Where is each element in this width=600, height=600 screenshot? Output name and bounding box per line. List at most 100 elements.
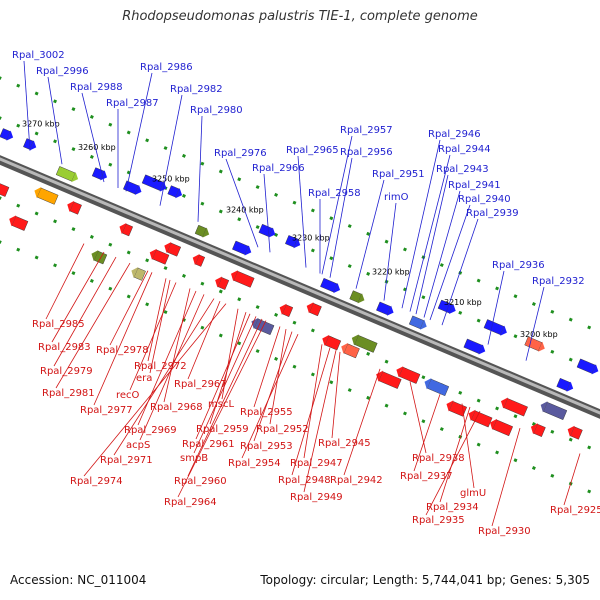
leader-line [355, 179, 385, 289]
reverse-gene-label: acpS [126, 440, 150, 451]
gene-feature [351, 334, 378, 353]
ring-guide-line [0, 196, 600, 454]
gene-feature [55, 166, 79, 183]
leader-line [415, 174, 449, 315]
leader-line [241, 333, 299, 459]
gene-feature [119, 223, 134, 237]
forward-gene-label: Rpal_2987 [106, 98, 159, 109]
gene-feature [322, 334, 342, 351]
forward-gene-label: Rpal_2939 [466, 208, 519, 219]
gene-feature [167, 185, 183, 199]
reverse-gene-label: Rpal_2974 [70, 476, 123, 487]
leader-line [225, 158, 259, 248]
leader-line [187, 318, 263, 477]
reverse-gene-label: Rpal_2934 [426, 502, 479, 513]
reverse-gene-label: Rpal_2937 [400, 471, 453, 482]
reverse-gene-label: Rpal_2935 [412, 515, 465, 526]
forward-gene-label: Rpal_2988 [70, 82, 123, 93]
scale-tick-label: 3250 kbp [152, 174, 190, 183]
reverse-gene-label: Rpal_2960 [174, 476, 227, 487]
leader-line [187, 300, 221, 380]
gene-feature [67, 200, 82, 215]
forward-gene-label: Rpal_2951 [372, 169, 425, 180]
reverse-gene-label: Rpal_2930 [478, 526, 531, 537]
leader-line [439, 406, 471, 503]
forward-gene-label: Rpal_2946 [428, 129, 481, 140]
genome-title: Rhodopseudomonas palustris TIE-1, comple… [122, 9, 478, 24]
leader-line [129, 282, 177, 391]
forward-gene-label: Rpal_2957 [340, 125, 393, 136]
accession-text: Accession: NC_011004 [10, 573, 147, 587]
leader-line [81, 92, 105, 183]
gene-feature [279, 303, 294, 318]
gene-feature [500, 397, 528, 417]
reverse-gene-label: Rpal_2954 [228, 458, 281, 469]
gene-feature [567, 425, 583, 440]
forward-gene-label: Rpal_2965 [286, 145, 339, 156]
leader-line [441, 218, 479, 326]
reverse-gene-label: Rpal_2949 [290, 492, 343, 503]
reverse-gene-label: Rpal_2977 [80, 405, 133, 416]
ring-guide-line [0, 76, 600, 334]
leader-line [329, 157, 353, 278]
forward-gene-label: Rpal_2996 [36, 66, 89, 77]
forward-gene-label: Rpal_2943 [436, 164, 489, 175]
leader-line [269, 329, 287, 425]
gene-feature [349, 290, 365, 304]
reverse-gene-label: era [136, 373, 152, 384]
gene-feature [0, 181, 10, 197]
reverse-gene-label: Rpal_2979 [40, 366, 93, 377]
leader-line [425, 411, 481, 516]
reverse-gene-label: mscL [208, 399, 234, 410]
leader-line [53, 256, 117, 367]
leader-line [303, 350, 337, 493]
gene-feature [231, 270, 255, 288]
gene-feature [192, 254, 206, 267]
forward-gene-label: Rpal_2940 [458, 194, 511, 205]
forward-gene-label: Rpal_3002 [12, 50, 65, 61]
gene-feature [215, 276, 230, 290]
genome-backbone-highlight [0, 157, 600, 415]
reverse-gene-label: Rpal_2942 [330, 475, 383, 486]
reverse-gene-label: glmU [460, 488, 486, 499]
reverse-gene-label: recO [116, 390, 140, 401]
leader-line [263, 173, 271, 253]
leader-line [149, 279, 171, 374]
reverse-gene-label: Rpal_2967 [174, 379, 227, 390]
leader-line [177, 320, 267, 498]
leader-line [221, 308, 239, 400]
gene-feature [23, 138, 37, 151]
reverse-gene-label: Rpal_2953 [240, 441, 293, 452]
reverse-gene-label: Rpal_2959 [196, 424, 249, 435]
leader-line [147, 278, 167, 362]
gene-feature [408, 315, 427, 330]
reverse-gene-label: Rpal_2985 [32, 319, 85, 330]
leader-line [159, 94, 183, 206]
leader-line [401, 139, 441, 309]
reverse-gene-label: smpB [180, 453, 208, 464]
gene-feature [396, 366, 421, 384]
reverse-gene-label: Rpal_2972 [134, 361, 187, 372]
leader-line [47, 76, 63, 165]
leader-line [491, 428, 521, 527]
leader-line [563, 453, 581, 506]
leader-line [487, 270, 505, 345]
forward-gene-label: Rpal_2958 [308, 188, 361, 199]
gene-feature [424, 378, 450, 397]
gene-feature [576, 358, 599, 375]
scale-tick-label: 3210 kbp [444, 298, 482, 307]
gene-feature [468, 409, 493, 428]
gene-feature [258, 223, 276, 238]
gene-feature [194, 224, 210, 238]
gene-feature [446, 400, 467, 417]
gene-feature [141, 174, 167, 192]
leader-line [383, 202, 397, 301]
gene-feature [530, 423, 546, 437]
leader-line [253, 331, 293, 442]
forward-gene-label: Rpal_2936 [492, 260, 545, 271]
leader-line [93, 272, 153, 406]
leader-line [331, 351, 341, 439]
reverse-gene-label: Rpal_2925 [550, 505, 600, 516]
forward-gene-label: Rpal_2976 [214, 148, 267, 159]
